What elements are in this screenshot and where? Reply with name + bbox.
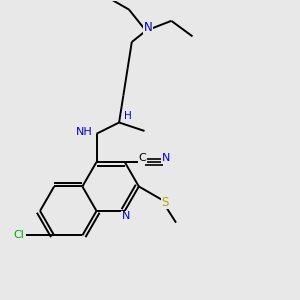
Text: N: N <box>162 153 170 163</box>
Text: N: N <box>144 21 153 34</box>
Text: NH: NH <box>76 127 92 137</box>
Text: H: H <box>124 111 131 121</box>
Text: N: N <box>122 211 130 221</box>
Text: C: C <box>138 153 146 163</box>
Text: S: S <box>161 196 169 208</box>
Text: Cl: Cl <box>13 230 24 240</box>
